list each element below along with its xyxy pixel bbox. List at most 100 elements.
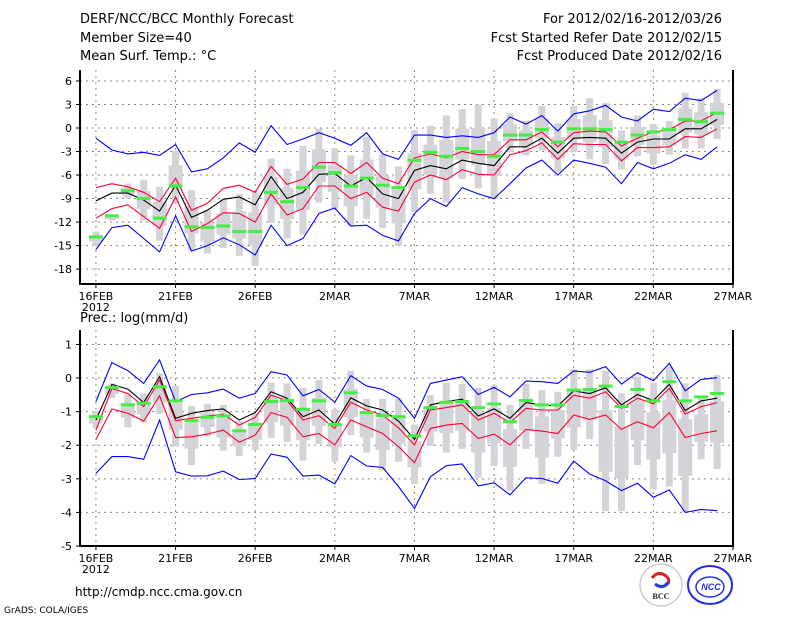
x-tick-label: 12MAR	[475, 290, 514, 303]
x-tick-label: 26FEB	[238, 552, 273, 565]
range-box	[471, 127, 486, 165]
range-box	[88, 235, 103, 242]
series-mean-line	[95, 375, 718, 441]
reference-marker	[614, 405, 629, 409]
range-box	[423, 409, 438, 432]
y-tick-label: -3	[61, 146, 72, 159]
reference-marker	[518, 399, 533, 403]
reference-marker	[518, 133, 533, 137]
range-box	[487, 140, 502, 177]
reference-marker	[88, 415, 103, 419]
x-tick-label: 22MAR	[634, 552, 673, 565]
range-box	[391, 415, 406, 444]
reference-marker	[327, 171, 342, 175]
range-box	[439, 139, 454, 179]
range-box	[550, 409, 565, 439]
reference-marker	[152, 385, 167, 389]
y-tick-label: 3	[65, 98, 72, 111]
range-box	[694, 112, 709, 135]
range-box	[614, 426, 629, 479]
reference-marker	[598, 128, 613, 132]
range-box	[678, 419, 693, 476]
series-min-line	[95, 146, 718, 256]
reference-marker	[471, 150, 486, 154]
range-box	[104, 387, 119, 395]
reference-marker	[200, 415, 215, 419]
reference-marker	[471, 406, 486, 410]
x-tick-label: 7MAR	[399, 552, 431, 565]
reference-marker	[455, 400, 470, 404]
range-box	[646, 135, 661, 154]
range-box	[487, 407, 502, 444]
x-tick-label: 21FEB	[158, 552, 193, 565]
range-box	[518, 130, 533, 146]
precip-label: Prec.: log(mm/d)	[80, 311, 188, 326]
reference-marker	[407, 434, 422, 438]
reference-marker	[710, 391, 725, 395]
reference-marker	[295, 186, 310, 190]
reference-marker	[232, 429, 247, 433]
reference-marker	[184, 419, 199, 423]
reference-marker	[343, 391, 358, 395]
range-box	[598, 409, 613, 472]
reference-marker	[391, 415, 406, 419]
reference-marker	[248, 422, 263, 426]
reference-marker	[550, 403, 565, 407]
range-box	[248, 212, 263, 246]
range-box	[311, 149, 326, 182]
forecast-produced-date: Fcst Produced Date 2012/02/16	[517, 49, 722, 64]
reference-marker	[200, 226, 215, 230]
range-box	[264, 398, 279, 423]
footer-url[interactable]: http://cmdp.ncc.cma.gov.cn	[75, 585, 242, 599]
reference-marker	[503, 133, 518, 137]
reference-marker	[311, 165, 326, 169]
reference-marker	[646, 399, 661, 403]
range-box	[359, 413, 374, 438]
reference-marker	[120, 403, 135, 407]
range-box	[503, 124, 518, 142]
reference-marker	[407, 158, 422, 162]
reference-marker	[534, 128, 549, 132]
reference-marker	[359, 176, 374, 180]
reference-marker	[694, 395, 709, 399]
forecast-start-date: Fcst Started Refer Date 2012/02/15	[491, 31, 722, 46]
range-box	[503, 428, 518, 467]
reference-marker	[264, 400, 279, 404]
reference-marker	[423, 150, 438, 154]
reference-marker	[311, 399, 326, 403]
range-box	[534, 416, 549, 458]
reference-marker	[232, 229, 247, 233]
x-tick-label: 17MAR	[554, 552, 593, 565]
reference-marker	[343, 184, 358, 188]
reference-marker	[280, 200, 295, 204]
reference-marker	[216, 414, 231, 418]
x-tick-label: 17MAR	[554, 290, 593, 303]
reference-marker	[487, 402, 502, 406]
x-tick-label: 2MAR	[319, 290, 351, 303]
x-tick-label: 16FEB	[79, 552, 114, 565]
reference-marker	[662, 128, 677, 132]
reference-marker	[630, 387, 645, 391]
range-box	[646, 412, 661, 460]
range-box	[232, 211, 247, 239]
range-box	[327, 165, 342, 192]
reference-marker	[375, 414, 390, 418]
reference-marker	[710, 111, 725, 115]
plot-frame	[79, 330, 734, 547]
reference-marker	[88, 235, 103, 239]
range-box	[375, 175, 390, 208]
chart-title: DERF/NCC/BCC Monthly Forecast	[80, 12, 294, 27]
range-box	[295, 170, 310, 210]
reference-marker	[646, 130, 661, 134]
ncc-logo: NCC	[687, 565, 733, 605]
member-size: Member Size=40	[80, 31, 192, 46]
range-box	[232, 430, 247, 447]
x-tick-label: 22MAR	[634, 290, 673, 303]
reference-marker	[295, 407, 310, 411]
range-box	[136, 401, 151, 415]
temperature-panel: 6 3 0 -3 -6 -9 -12 -15 -18 16FEB 21FEB 26FEB 2MAR 7MA…	[54, 70, 753, 314]
range-box	[423, 144, 438, 175]
x-tick-label: 27MAR	[714, 552, 753, 565]
x-tick-label: 21FEB	[158, 290, 193, 303]
range-box	[598, 120, 613, 147]
